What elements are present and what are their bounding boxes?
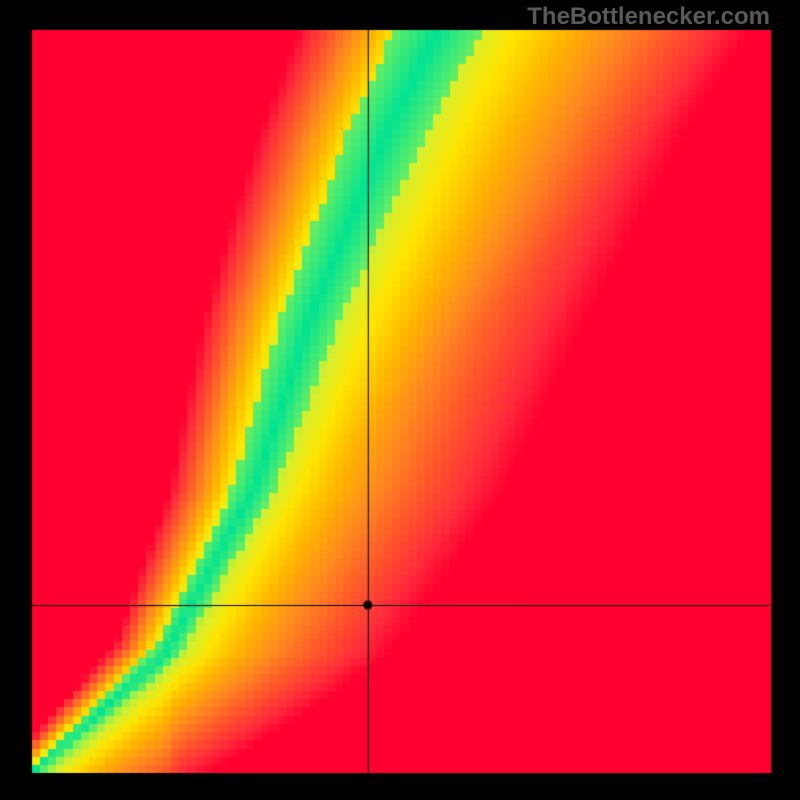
chart-container: TheBottlenecker.com <box>0 0 800 800</box>
bottleneck-heatmap <box>0 0 800 800</box>
watermark-text: TheBottlenecker.com <box>527 3 770 31</box>
